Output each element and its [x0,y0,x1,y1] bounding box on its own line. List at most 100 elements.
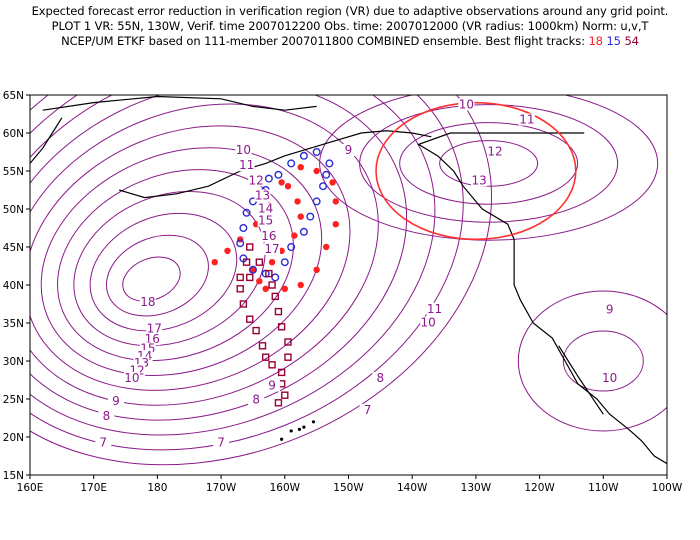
track-18-point [297,281,304,289]
y-tick-label: 50N [3,204,24,216]
track-54-point [284,338,292,346]
track-54-point [236,273,244,282]
track-15-point [287,159,296,168]
track-18-point [313,167,320,175]
contour-8 [30,95,464,451]
contour-label: 11 [239,158,254,172]
track-18-point [249,266,257,273]
contour-vr-13 [439,140,539,187]
hawaii-island [280,437,284,441]
contour-7 [30,95,493,466]
track-18-point [294,198,301,205]
coastline-1 [558,345,604,415]
contour-vr-11 [359,104,619,223]
y-tick-label: 25N [3,394,24,406]
x-tick-label: 170E [80,482,107,494]
track-15-point [287,242,296,251]
track-15-point [239,223,248,232]
track-54-point [255,258,264,266]
contour-label-bg [98,410,115,422]
contour-label: 16 [261,229,276,243]
contour-label-bg [213,436,230,449]
track-54-point [274,307,283,316]
y-tick-label: 35N [3,318,24,330]
x-tick-label: 130W [461,482,492,494]
x-tick-label: 170W [206,482,237,494]
contour-east-9 [562,330,644,392]
coastline-4 [30,117,63,164]
contour-label-bg [248,393,265,406]
track-15-label: 15 [606,34,621,48]
contour-label-bg [487,145,504,158]
coastline-5 [42,95,317,111]
track-15-point [236,239,245,248]
track-15-point [299,227,308,236]
contour-label: 9 [268,379,276,393]
track-54-point [284,353,292,361]
title-line-1: Expected forecast error reduction in ver… [31,4,669,18]
contour-label-bg [471,174,488,187]
track-15-point [274,170,283,179]
verification-region-circle [375,101,577,241]
track-15-point [306,212,315,221]
track-54-point [246,243,254,251]
track-54-point [281,391,289,399]
contour-label: 9 [606,303,614,317]
x-axis: 160E 170E 180 170W 160W 150W 140W 130W 120W 110W 1… [17,475,683,494]
contour-12 [30,125,351,391]
track-18-point [224,247,231,254]
contour-17 [105,234,209,317]
track-18-point [284,183,292,190]
track-18-point [297,213,304,220]
y-axis: 65N 60N 55N 50N 45N 40N 35N 30N 25N 20N 15N [3,90,30,482]
track-54-label: 54 [624,34,639,48]
hawaii-island [289,429,293,433]
x-tick-label: 140W [397,482,428,494]
track-18-point [329,179,336,186]
contour-label-bg [340,144,357,156]
track-15-point [322,170,331,179]
y-tick-label: 65N [3,90,24,102]
track-15-point [264,174,273,183]
contour-label-bg [248,174,265,187]
contour-9 [30,95,436,436]
contour-label-bg [254,189,271,202]
x-tick-label: 100W [652,482,683,494]
track-54-point [236,285,244,293]
contour-label-bg [139,296,156,308]
contour-13 [40,147,323,376]
track-15-point [319,182,328,191]
contour-vr-12 [399,122,579,205]
track-15-point [271,273,280,282]
contour-label: 8 [103,409,111,423]
contour-11 [30,103,379,406]
contour-label: 17 [264,242,279,256]
track-18-point [332,198,339,205]
track-15-point [312,147,321,156]
x-tick-label: 160W [270,482,301,494]
contour-label-bg [95,436,112,449]
contour-16 [89,212,238,332]
track-54-point [258,342,267,350]
track-15-point [248,265,257,274]
y-tick-label: 30N [3,356,24,368]
contour-label-bg [146,322,163,335]
x-tick-label: 120W [524,482,555,494]
contour-label: 10 [124,371,139,385]
title-line-3-text: NCEP/UM ETKF based on 111-member 2007011… [61,34,585,48]
contour-label-bg [458,98,475,111]
contour-label: 17 [147,322,162,336]
track-54-point [239,300,248,308]
contour-label-bg [238,159,255,172]
contour-label: 9 [112,394,120,408]
track-15-point [242,208,251,217]
y-tick-label: 45N [3,242,24,254]
contour-label: 10 [459,97,474,111]
contour-18 [122,256,181,302]
contour-label-bg [235,144,252,156]
track-15-point [280,258,289,267]
track-54-point [277,323,286,331]
track-54-point [271,292,279,301]
